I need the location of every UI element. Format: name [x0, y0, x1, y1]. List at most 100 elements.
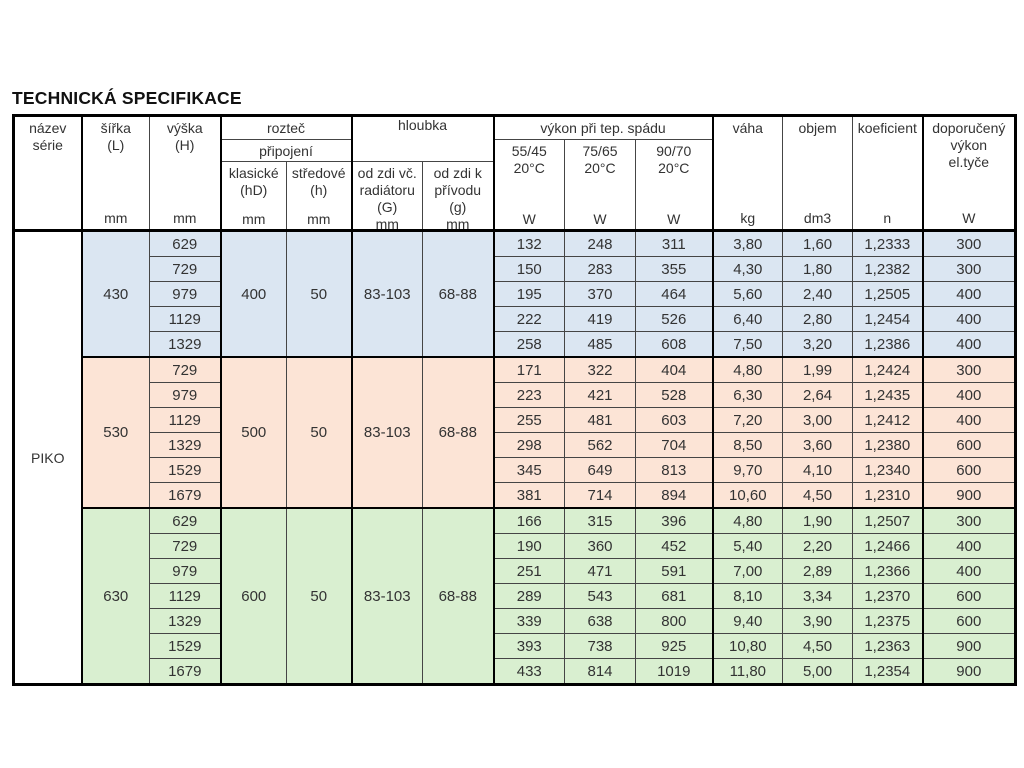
- header-coefficient-label: koeficient: [857, 120, 917, 136]
- recommended-power-cell: 300: [921, 507, 1017, 534]
- power-5545-cell: 223: [492, 382, 566, 408]
- pitch-classic-cell: 600: [219, 507, 287, 685]
- coefficient-cell: 1,2363: [852, 633, 924, 659]
- volume-cell: 3,00: [782, 407, 854, 433]
- weight-cell: 4,30: [711, 256, 784, 282]
- power-9070-cell: 1019: [635, 658, 714, 685]
- header-depth-from-wall-to-label: od zdi k přívodu (g): [433, 164, 482, 215]
- spec-row: 729 150 283 355 4,30 1,80 1,2382 300: [14, 256, 1017, 282]
- recommended-power-cell: 400: [921, 533, 1017, 559]
- width-value-cell: 430: [80, 229, 150, 358]
- power-9070-cell: 464: [635, 281, 714, 307]
- header-pitch-central-unit: mm: [307, 210, 331, 227]
- spec-table-body: PIKO 430 629 400 50 83-103 68-88 132 248 311 3,80 1…: [13, 229, 1017, 685]
- power-7565-cell: 485: [564, 331, 637, 358]
- header-height: výška (H) mm: [149, 115, 221, 231]
- spec-row: 1129 222 419 526 6,40 2,80 1,2454 400: [14, 306, 1017, 332]
- width-value-cell: 530: [80, 356, 150, 509]
- header-recommended-power: doporučený výkon el.tyče W: [921, 115, 1017, 231]
- power-9070-cell: 603: [635, 407, 714, 433]
- recommended-power-cell: 400: [921, 558, 1017, 584]
- spec-row: 1679 381 714 894 10,60 4,50 1,2310 900: [14, 482, 1017, 509]
- coefficient-cell: 1,2333: [852, 229, 924, 257]
- power-7565-cell: 315: [564, 507, 637, 534]
- coefficient-cell: 1,2386: [852, 331, 924, 358]
- header-row-2: připojení 55/45 20°C W 75/65 20°C W 90/70 20°…: [14, 139, 1016, 231]
- power-9070-cell: 704: [635, 432, 714, 458]
- power-7565-cell: 738: [564, 633, 637, 659]
- height-value-cell: 979: [149, 382, 221, 408]
- volume-cell: 1,99: [782, 356, 854, 383]
- power-9070-cell: 925: [635, 633, 714, 659]
- volume-cell: 3,60: [782, 432, 854, 458]
- power-5545-cell: 132: [492, 229, 566, 257]
- volume-cell: 2,20: [782, 533, 854, 559]
- header-coefficient: koeficient n: [852, 115, 924, 231]
- height-value-cell: 1679: [149, 658, 221, 685]
- recommended-power-cell: 600: [921, 457, 1017, 483]
- spec-row: 1529 345 649 813 9,70 4,10 1,2340 600: [14, 457, 1017, 483]
- weight-cell: 5,40: [711, 533, 784, 559]
- power-9070-cell: 894: [635, 482, 714, 509]
- recommended-power-cell: 300: [921, 256, 1017, 282]
- pitch-central-cell: 50: [286, 356, 352, 509]
- height-value-cell: 979: [149, 558, 221, 584]
- power-9070-cell: 800: [635, 608, 714, 634]
- pitch-central-cell: 50: [286, 229, 352, 358]
- header-pitch-title: rozteč: [219, 115, 352, 140]
- power-5545-cell: 393: [492, 633, 566, 659]
- recommended-power-cell: 900: [921, 633, 1017, 659]
- recommended-power-cell: 400: [921, 281, 1017, 307]
- spec-row: 729 190 360 452 5,40 2,20 1,2466 400: [14, 533, 1017, 559]
- coefficient-cell: 1,2375: [852, 608, 924, 634]
- power-7565-cell: 714: [564, 482, 637, 509]
- volume-cell: 4,10: [782, 457, 854, 483]
- coefficient-cell: 1,2466: [852, 533, 924, 559]
- spec-row: 630 629 600 50 83-103 68-88 166 315 396 4,80 1,90 1…: [14, 507, 1017, 685]
- header-pitch-central: středové (h) mm: [286, 161, 352, 231]
- power-9070-cell: 813: [635, 457, 714, 483]
- power-9070-cell: 591: [635, 558, 714, 584]
- power-5545-cell: 289: [492, 583, 566, 609]
- power-7565-cell: 421: [564, 382, 637, 408]
- height-value-cell: 1529: [149, 457, 221, 483]
- header-pitch-classic-unit: mm: [242, 210, 266, 227]
- power-5545-cell: 166: [492, 507, 566, 534]
- recommended-power-cell: 400: [921, 306, 1017, 332]
- power-7565-cell: 248: [564, 229, 637, 257]
- power-5545-cell: 222: [492, 306, 566, 332]
- volume-cell: 1,80: [782, 256, 854, 282]
- power-7565-cell: 638: [564, 608, 637, 634]
- spec-row: 979 223 421 528 6,30 2,64 1,2435 400: [14, 382, 1017, 408]
- volume-cell: 2,80: [782, 306, 854, 332]
- volume-cell: 2,40: [782, 281, 854, 307]
- header-power-5545-label: 55/45 20°C: [511, 142, 547, 176]
- page-title: TECHNICKÁ SPECIFIKACE: [12, 88, 242, 108]
- depth-g-cell: 68-88: [421, 229, 495, 358]
- height-value-cell: 1329: [149, 331, 221, 358]
- spec-table: název série šířka (L) mm výška (H) mm rozteč …: [12, 114, 1018, 686]
- volume-cell: 4,50: [782, 633, 854, 659]
- weight-cell: 11,80: [711, 658, 784, 685]
- header-series-label: název série: [29, 120, 67, 153]
- weight-cell: 9,40: [711, 608, 784, 634]
- volume-cell: 3,90: [782, 608, 854, 634]
- pitch-classic-cell: 400: [219, 229, 287, 358]
- height-value-cell: 729: [149, 256, 221, 282]
- height-value-cell: 1679: [149, 482, 221, 509]
- power-9070-cell: 311: [635, 229, 714, 257]
- weight-cell: 4,80: [711, 356, 784, 383]
- power-7565-cell: 322: [564, 356, 637, 383]
- power-7565-cell: 471: [564, 558, 637, 584]
- recommended-power-cell: 600: [921, 432, 1017, 458]
- coefficient-cell: 1,2454: [852, 306, 924, 332]
- header-recommended-label: doporučený výkon el.tyče: [932, 120, 1006, 170]
- height-value-cell: 629: [149, 229, 221, 257]
- weight-cell: 10,80: [711, 633, 784, 659]
- power-7565-cell: 562: [564, 432, 637, 458]
- power-9070-cell: 528: [635, 382, 714, 408]
- power-5545-cell: 433: [492, 658, 566, 685]
- spec-row: 979 251 471 591 7,00 2,89 1,2366 400: [14, 558, 1017, 584]
- header-series-name: název série: [13, 115, 82, 231]
- header-width-label: šířka (L): [100, 120, 131, 153]
